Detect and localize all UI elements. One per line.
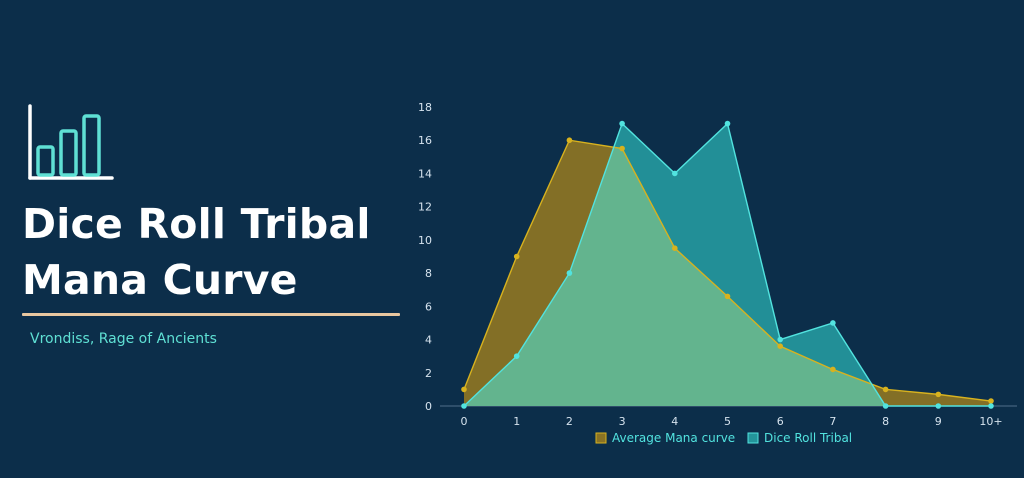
tribal-point <box>988 403 994 409</box>
y-tick-label: 14 <box>418 167 432 180</box>
tribal-point <box>619 120 625 127</box>
average-point <box>619 145 625 152</box>
average-point <box>935 391 942 398</box>
legend-label-tribal: Dice Roll Tribal <box>764 431 852 445</box>
title-line-1: Dice Roll Tribal <box>22 200 371 248</box>
y-tick-label: 8 <box>425 267 432 280</box>
mana-curve-chart: 0 2 4 6 8 10 12 14 16 18 0 1 2 3 4 5 6 7 8 9 10+ Average Mana… <box>400 90 1024 460</box>
bar-chart-icon <box>28 104 114 180</box>
x-tick-label: 6 <box>777 415 784 428</box>
average-point <box>566 137 573 144</box>
x-tick-label: 2 <box>566 415 573 428</box>
overlap-area <box>464 140 991 406</box>
title-line-2: Mana Curve <box>22 256 298 304</box>
x-tick-label: 10+ <box>979 415 1002 428</box>
title-divider <box>22 313 400 316</box>
x-tick-label: 4 <box>671 415 678 428</box>
legend-label-average: Average Mana curve <box>612 431 735 445</box>
tribal-point <box>566 270 573 276</box>
tribal-point <box>461 403 467 409</box>
legend-swatch-tribal <box>747 432 759 444</box>
x-tick-label: 5 <box>724 415 731 428</box>
x-tick-label: 0 <box>461 415 468 428</box>
page-title: Dice Roll Tribal Mana Curve <box>22 196 412 308</box>
average-point <box>513 253 520 260</box>
y-tick-label: 12 <box>418 201 432 214</box>
x-tick-label: 3 <box>619 415 626 428</box>
y-tick-label: 4 <box>425 334 432 347</box>
y-tick-label: 10 <box>418 234 432 247</box>
tribal-point <box>777 336 783 343</box>
title-panel: Dice Roll Tribal Mana Curve Vrondiss, Ra… <box>0 0 420 478</box>
average-point <box>777 343 783 349</box>
average-point <box>988 398 994 404</box>
y-tick-label: 6 <box>425 300 432 313</box>
tribal-point <box>513 353 520 359</box>
legend-swatch-average <box>595 432 607 444</box>
tribal-point <box>672 170 678 177</box>
x-tick-label: 1 <box>513 415 520 428</box>
average-point <box>672 245 678 251</box>
x-tick-label: 7 <box>829 415 836 428</box>
y-tick-label: 0 <box>425 400 432 413</box>
tribal-point <box>830 320 836 326</box>
tribal-point <box>882 403 889 409</box>
y-tick-label: 18 <box>418 101 432 114</box>
average-point <box>830 366 836 373</box>
average-point <box>882 386 889 393</box>
x-tick-label: 9 <box>935 415 942 428</box>
y-tick-label: 16 <box>418 134 432 147</box>
average-point <box>724 293 731 300</box>
average-point <box>461 386 467 393</box>
tribal-point <box>724 120 731 127</box>
commander-subtitle: Vrondiss, Rage of Ancients <box>30 331 217 347</box>
y-tick-label: 2 <box>425 367 432 380</box>
x-tick-label: 8 <box>882 415 889 428</box>
tribal-point <box>935 403 942 409</box>
